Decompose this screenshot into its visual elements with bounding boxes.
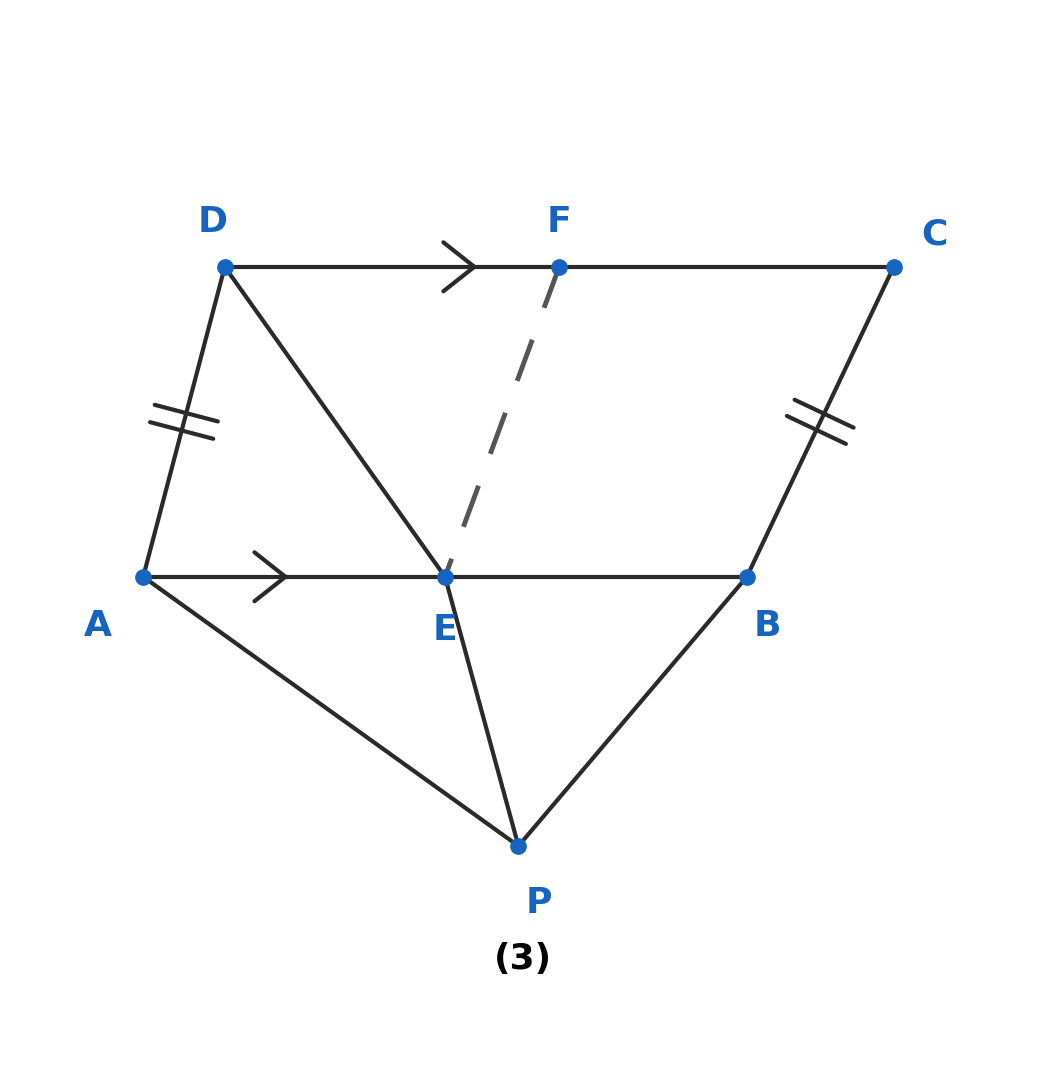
Text: B: B <box>753 609 781 643</box>
Text: C: C <box>922 218 948 251</box>
Text: (3): (3) <box>493 942 552 976</box>
Text: P: P <box>526 887 552 920</box>
Text: E: E <box>433 613 458 646</box>
Text: A: A <box>85 609 112 643</box>
Text: D: D <box>198 205 228 239</box>
Text: F: F <box>547 205 572 239</box>
